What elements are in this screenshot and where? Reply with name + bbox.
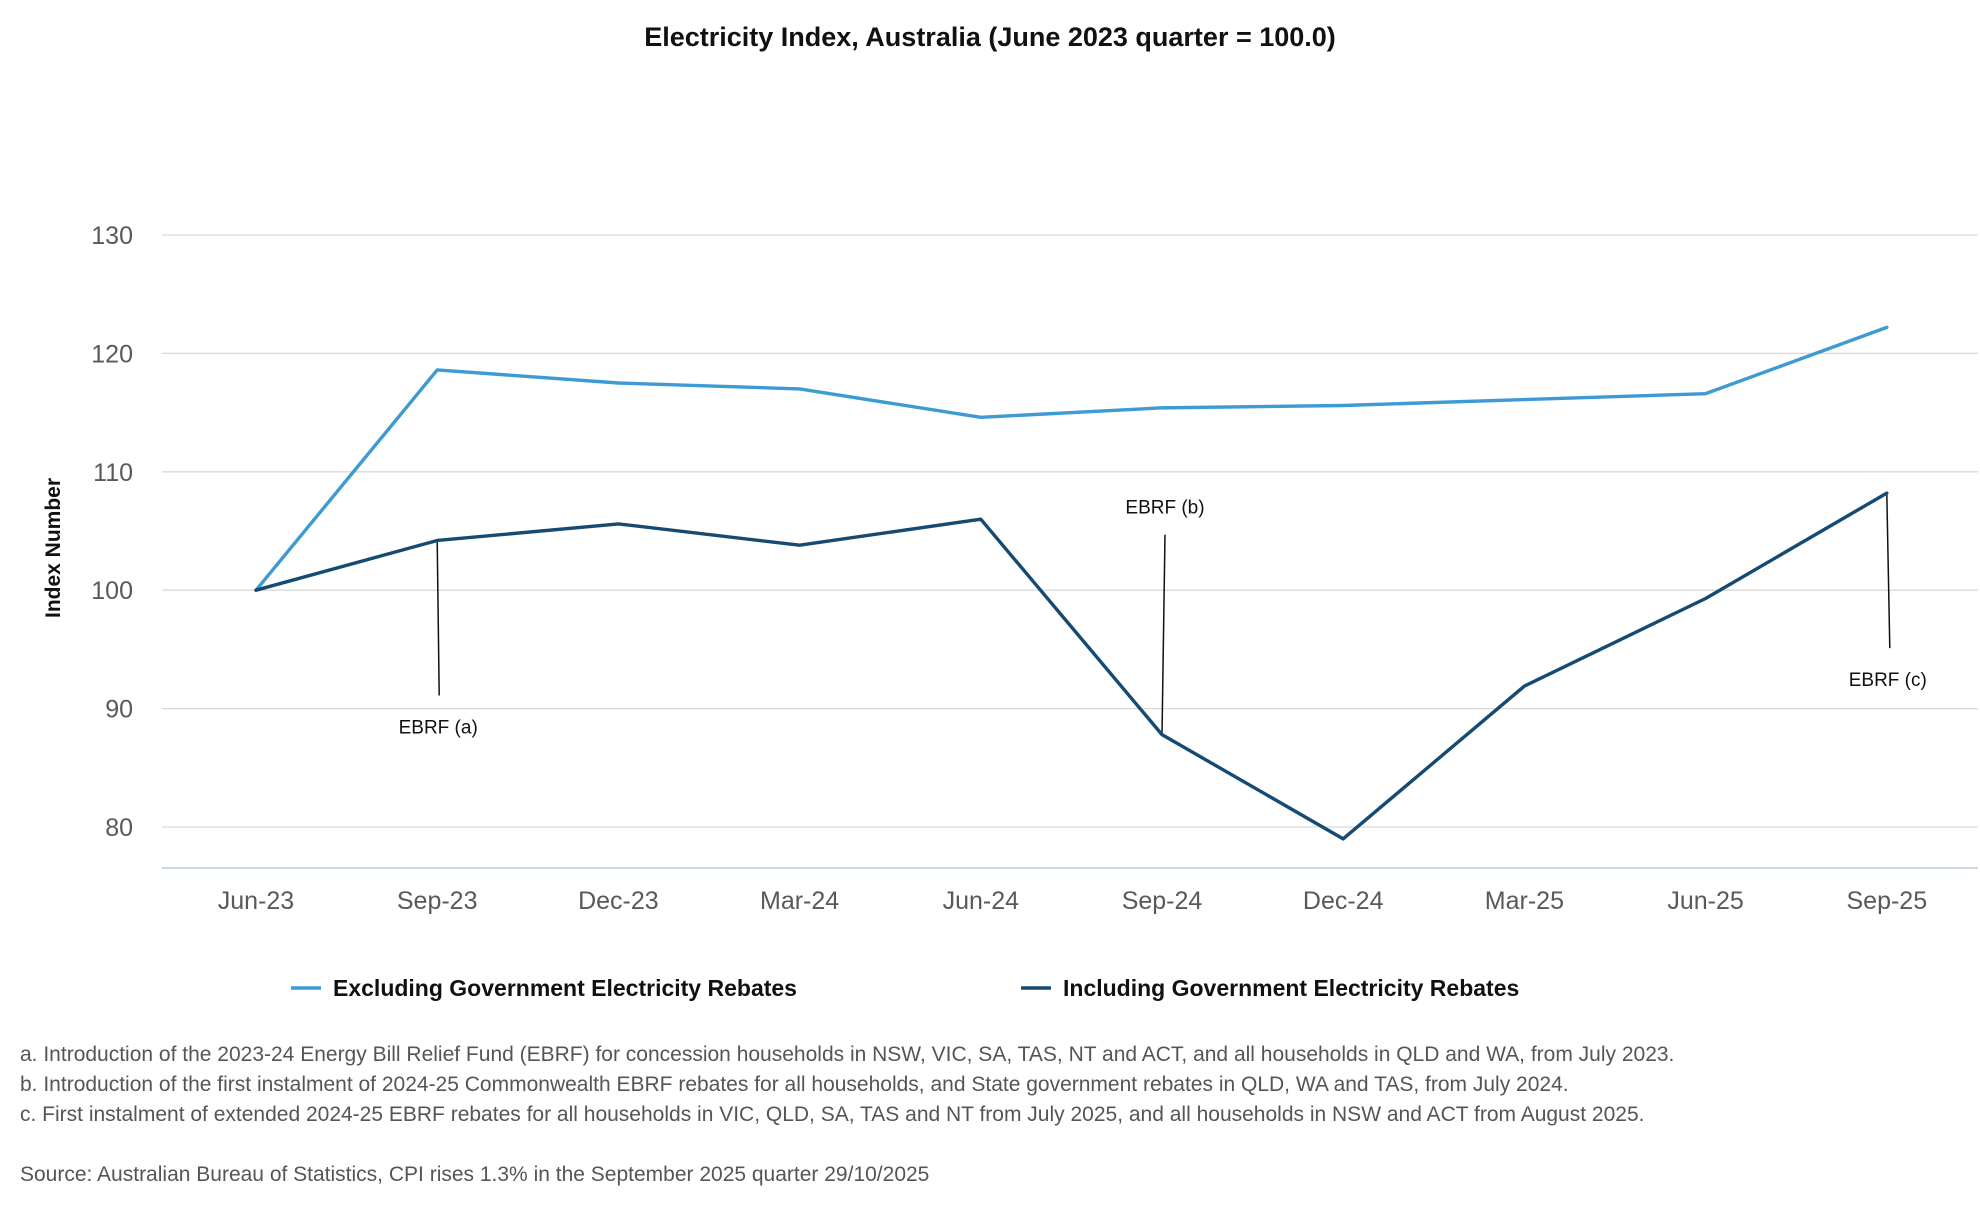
footnote-a: a. Introduction of the 2023-24 Energy Bi… xyxy=(20,1043,1675,1066)
x-tick-label: Sep-23 xyxy=(397,887,478,915)
y-tick-label: 100 xyxy=(91,577,133,605)
y-tick-label: 80 xyxy=(105,814,133,842)
legend: Excluding Government Electricity Rebates… xyxy=(291,975,1519,1001)
y-tick-label: 130 xyxy=(91,222,133,250)
annotation-leader-line xyxy=(436,540,440,696)
annotation-leaders xyxy=(436,493,1891,735)
footnote-c: c. First instalment of extended 2024-25 … xyxy=(20,1103,1645,1126)
annotation-leader-line xyxy=(1161,534,1166,735)
legend-label: Excluding Government Electricity Rebates xyxy=(333,975,797,1001)
x-tick-label: Jun-23 xyxy=(218,887,294,915)
y-tick-label: 90 xyxy=(105,696,133,724)
series-line-including-rebates xyxy=(254,491,1889,841)
annotation-leader-line xyxy=(1886,493,1891,649)
line-chart: 80 90 100 110 120 130 Index Number Jun-23 Sep-… xyxy=(42,222,1978,1001)
source-note: Source: Australian Bureau of Statistics,… xyxy=(20,1163,930,1186)
gridlines xyxy=(162,234,1978,828)
chart-title: Electricity Index, Australia (June 2023 … xyxy=(644,22,1336,52)
y-axis-label: Index Number xyxy=(42,478,65,618)
x-tick-label: Dec-23 xyxy=(578,887,659,915)
x-tick-label: Jun-25 xyxy=(1667,887,1743,915)
x-tick-label: Dec-24 xyxy=(1303,887,1384,915)
legend-label: Including Government Electricity Rebates xyxy=(1063,975,1519,1001)
series-line-excluding-rebates xyxy=(254,325,1889,592)
x-tick-label: Jun-24 xyxy=(943,887,1020,915)
series-layer xyxy=(254,325,1889,841)
x-tick-label: Mar-24 xyxy=(760,887,839,915)
footnote-b: b. Introduction of the first instalment … xyxy=(20,1073,1569,1096)
y-tick-label: 110 xyxy=(93,459,133,487)
annotation-label: EBRF (c) xyxy=(1849,670,1927,691)
x-axis-ticks: Jun-23 Sep-23 Dec-23 Mar-24 Jun-24 Sep-24 Dec-… xyxy=(218,887,1927,915)
x-tick-label: Sep-24 xyxy=(1122,887,1203,915)
x-tick-label: Mar-25 xyxy=(1485,887,1564,915)
y-tick-label: 120 xyxy=(91,340,133,368)
annotation-label: EBRF (a) xyxy=(399,717,478,738)
y-axis-ticks: 80 90 100 110 120 130 xyxy=(91,222,133,842)
annotation-labels: EBRF (a) EBRF (b) EBRF (c) xyxy=(399,498,1927,739)
footnotes: a. Introduction of the 2023-24 Energy Bi… xyxy=(20,1040,1960,1130)
x-tick-label: Sep-25 xyxy=(1846,887,1927,915)
annotation-label: EBRF (b) xyxy=(1125,498,1204,519)
